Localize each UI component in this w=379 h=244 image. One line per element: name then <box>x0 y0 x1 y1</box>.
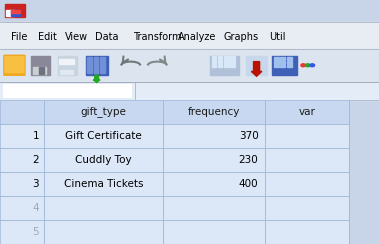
Bar <box>0 124 44 148</box>
Bar <box>224 60 229 63</box>
Bar <box>39 67 44 74</box>
Text: gift_type: gift_type <box>80 107 126 118</box>
FancyArrow shape <box>251 61 262 76</box>
Bar <box>280 57 285 60</box>
Text: File: File <box>11 32 28 41</box>
Bar <box>163 100 265 124</box>
Bar <box>163 148 265 172</box>
Bar <box>246 56 267 75</box>
Bar <box>44 100 163 124</box>
Circle shape <box>301 64 305 67</box>
Bar <box>265 124 349 148</box>
FancyBboxPatch shape <box>5 57 24 73</box>
Bar <box>0 196 44 220</box>
Text: 4: 4 <box>33 203 39 213</box>
Bar <box>0 82 379 100</box>
Circle shape <box>305 64 310 67</box>
Bar <box>265 196 349 220</box>
Bar <box>0 100 44 124</box>
Bar <box>218 56 222 59</box>
Bar <box>44 172 163 196</box>
FancyArrow shape <box>93 75 100 82</box>
Bar <box>224 56 229 59</box>
Bar <box>265 148 349 172</box>
Text: 1: 1 <box>33 131 39 141</box>
Bar <box>212 60 216 63</box>
Bar <box>94 57 98 73</box>
Bar <box>0 22 379 49</box>
Bar <box>280 61 285 63</box>
Bar <box>265 172 349 196</box>
Bar <box>230 64 235 67</box>
Bar <box>274 57 279 60</box>
Bar <box>0 49 379 82</box>
Bar <box>44 220 163 244</box>
Bar <box>33 67 46 74</box>
Bar <box>163 124 265 148</box>
Text: Util: Util <box>269 32 286 41</box>
Bar <box>58 56 77 75</box>
Text: var: var <box>299 107 315 117</box>
Bar <box>5 4 25 17</box>
Bar <box>60 70 73 74</box>
Bar <box>212 56 216 59</box>
Bar <box>44 196 163 220</box>
Text: Edit: Edit <box>38 32 57 41</box>
Bar <box>163 172 265 196</box>
Text: 5: 5 <box>33 227 39 237</box>
Text: 230: 230 <box>239 155 258 165</box>
Bar <box>210 56 239 75</box>
Text: frequency: frequency <box>188 107 240 117</box>
Bar <box>265 220 349 244</box>
Bar <box>274 61 279 63</box>
Bar <box>3 84 132 98</box>
Text: Data: Data <box>95 32 118 41</box>
Text: Cuddly Toy: Cuddly Toy <box>75 155 132 165</box>
Bar <box>0 148 44 172</box>
Circle shape <box>310 64 315 67</box>
Text: 370: 370 <box>239 131 258 141</box>
Bar <box>11 10 20 16</box>
Bar <box>11 10 20 13</box>
Bar <box>218 64 222 67</box>
Text: Transform: Transform <box>133 32 181 41</box>
Bar <box>287 64 292 67</box>
Text: 3: 3 <box>33 179 39 189</box>
Text: Analyze: Analyze <box>178 32 216 41</box>
Bar <box>0 172 44 196</box>
FancyBboxPatch shape <box>4 55 25 75</box>
Text: 400: 400 <box>239 179 258 189</box>
Bar <box>287 61 292 63</box>
Bar <box>86 56 108 75</box>
Bar <box>280 64 285 67</box>
Bar <box>163 220 265 244</box>
Bar <box>6 10 14 16</box>
Bar <box>265 100 349 124</box>
Bar <box>274 64 279 67</box>
Text: View: View <box>64 32 88 41</box>
Bar <box>44 124 163 148</box>
Bar <box>44 148 163 172</box>
Bar <box>59 59 74 64</box>
Text: 2: 2 <box>33 155 39 165</box>
Bar <box>218 60 222 63</box>
Bar <box>224 64 229 67</box>
Bar <box>212 64 216 67</box>
Bar <box>0 220 44 244</box>
Bar <box>100 57 105 73</box>
Bar <box>163 196 265 220</box>
Text: Cinema Tickets: Cinema Tickets <box>64 179 143 189</box>
Bar <box>0 0 379 22</box>
Bar <box>230 60 235 63</box>
Bar <box>87 57 92 73</box>
Text: Gift Certificate: Gift Certificate <box>65 131 142 141</box>
Bar <box>287 57 292 60</box>
Bar <box>230 56 235 59</box>
Text: Graphs: Graphs <box>224 32 259 41</box>
Bar <box>31 56 50 75</box>
Bar <box>272 56 297 75</box>
